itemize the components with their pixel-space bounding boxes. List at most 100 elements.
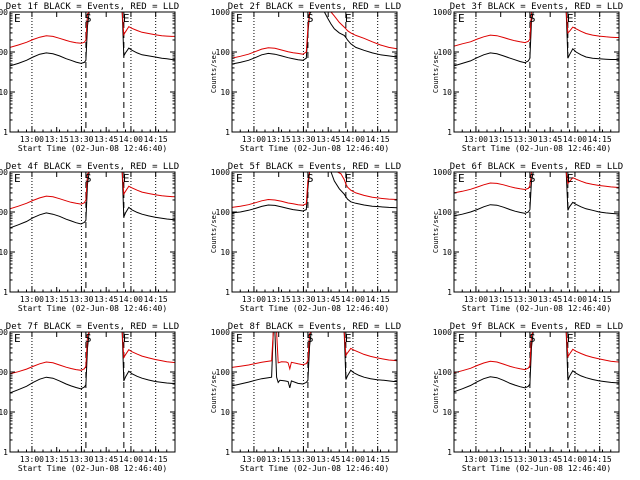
interval-marker-s: S	[529, 12, 536, 25]
y-tick-label: 1	[3, 448, 8, 457]
x-tick-label: 13:15	[267, 295, 291, 304]
x-tick-label: 13:30	[291, 135, 315, 144]
panel-title: Det 8f BLACK = Events, RED = LLD	[228, 322, 401, 332]
x-axis-label: Start Time (02-Jun-08 12:46:40)	[18, 144, 167, 153]
x-tick-label: 13:00	[20, 135, 44, 144]
series-events-line	[10, 12, 175, 67]
interval-marker-e: E	[458, 172, 465, 185]
x-tick-label: 13:00	[464, 455, 488, 464]
y-tick-label: 1000	[211, 328, 230, 337]
panel-title: Det 9f BLACK = Events, RED = LLD	[450, 322, 623, 332]
y-axis-label: Counts/sec	[432, 51, 440, 93]
series-events-line	[232, 172, 397, 214]
interval-marker-e: E	[123, 172, 130, 185]
x-tick-label: 13:30	[69, 135, 93, 144]
x-tick-label: 14:15	[144, 295, 168, 304]
y-tick-label: 10	[442, 248, 452, 257]
panel-data	[10, 12, 175, 67]
interval-marker-s: S	[307, 332, 314, 345]
x-axis-label: Start Time (02-Jun-08 12:46:40)	[18, 304, 167, 313]
interval-marker-e: E	[14, 172, 21, 185]
y-tick-label: 100	[0, 48, 8, 57]
plot-frame	[9, 331, 176, 453]
x-tick-label: 13:45	[316, 135, 340, 144]
x-tick-label: 13:30	[513, 135, 537, 144]
x-axis-label: Start Time (02-Jun-08 12:46:40)	[462, 304, 611, 313]
x-tick-label: 13:00	[242, 135, 266, 144]
x-tick-label: 13:45	[316, 295, 340, 304]
interval-marker-e: E	[14, 12, 21, 25]
x-tick-label: 14:00	[563, 135, 587, 144]
interval-marker-s: S	[307, 12, 314, 25]
interval-marker-e: E	[458, 332, 465, 345]
plot-frame	[453, 11, 620, 133]
panel-data	[232, 12, 397, 65]
x-axis-label: Start Time (02-Jun-08 12:46:40)	[18, 464, 167, 473]
panel-data	[454, 172, 619, 217]
y-tick-label: 10	[442, 88, 452, 97]
x-tick-label: 14:00	[341, 455, 365, 464]
interval-marker-s: S	[529, 332, 536, 345]
interval-marker-s: S	[85, 172, 92, 185]
y-tick-label: 1	[225, 448, 230, 457]
x-tick-label: 13:00	[20, 455, 44, 464]
panel-title: Det 5f BLACK = Events, RED = LLD	[228, 162, 401, 172]
plot-frame	[453, 171, 620, 293]
series-lld-line	[232, 172, 397, 208]
y-tick-label: 1	[447, 288, 452, 297]
x-axis-label: Start Time (02-Jun-08 12:46:40)	[240, 144, 389, 153]
interval-marker-e: E	[345, 172, 352, 185]
x-tick-label: 13:30	[291, 455, 315, 464]
x-tick-label: 13:15	[489, 135, 513, 144]
interval-marker-s: S	[529, 172, 536, 185]
x-tick-label: 13:15	[489, 455, 513, 464]
panel-data	[232, 172, 397, 214]
x-tick-label: 14:15	[366, 455, 390, 464]
y-axis-label: Counts/sec	[432, 371, 440, 413]
interval-marker-e: E	[123, 12, 130, 25]
panel-data	[454, 12, 619, 67]
x-tick-label: 13:00	[464, 295, 488, 304]
y-axis-label: Counts/sec	[210, 211, 218, 253]
x-tick-label: 13:45	[94, 135, 118, 144]
y-tick-label: 1000	[0, 8, 8, 17]
x-tick-label: 13:15	[45, 135, 69, 144]
y-tick-label: 100	[0, 208, 8, 217]
x-tick-label: 13:15	[45, 295, 69, 304]
y-tick-label: 1	[447, 128, 452, 137]
interval-marker-e: E	[567, 332, 574, 345]
y-tick-label: 100	[216, 208, 231, 217]
plot-frame	[9, 171, 176, 293]
panel-title: Det 1f BLACK = Events, RED = LLD	[6, 2, 179, 12]
x-tick-label: 14:15	[588, 135, 612, 144]
x-tick-label: 13:45	[538, 455, 562, 464]
plot-frame	[231, 11, 398, 133]
x-tick-label: 14:00	[341, 295, 365, 304]
y-axis-label: Counts/sec	[432, 211, 440, 253]
y-tick-label: 10	[0, 248, 8, 257]
x-tick-label: 13:15	[45, 455, 69, 464]
y-tick-label: 1	[447, 448, 452, 457]
x-axis-label: Start Time (02-Jun-08 12:46:40)	[462, 144, 611, 153]
panel-title: Det 4f BLACK = Events, RED = LLD	[6, 162, 179, 172]
x-tick-label: 13:00	[242, 295, 266, 304]
x-tick-label: 13:00	[242, 455, 266, 464]
y-tick-label: 10	[220, 88, 230, 97]
x-tick-label: 14:00	[563, 295, 587, 304]
series-events-line	[454, 332, 619, 393]
x-tick-label: 13:00	[464, 135, 488, 144]
y-tick-label: 1000	[0, 168, 8, 177]
x-tick-label: 14:00	[119, 135, 143, 144]
y-tick-label: 1000	[211, 8, 230, 17]
series-events-line	[10, 332, 175, 394]
y-tick-label: 100	[0, 368, 8, 377]
x-tick-label: 14:00	[341, 135, 365, 144]
x-tick-label: 13:45	[94, 455, 118, 464]
plot-frame	[231, 171, 398, 293]
